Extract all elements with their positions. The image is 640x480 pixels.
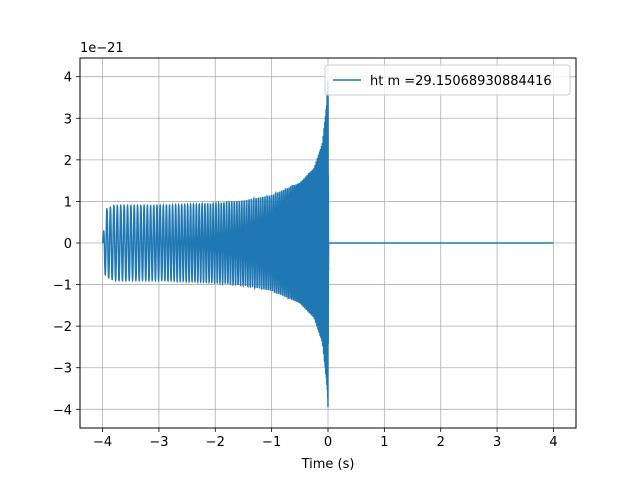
y-tick-label: 0: [64, 237, 72, 252]
y-tick-label: 3: [64, 112, 72, 127]
x-tick-label: 0: [324, 435, 332, 450]
x-tick-label: −4: [93, 435, 112, 450]
legend: ht m =29.15068930884416: [324, 64, 571, 96]
y-axis: −4 −3 −2 −1 0 1 2 3 4: [53, 71, 80, 418]
x-tick-label: −1: [262, 435, 281, 450]
x-tick-label: −3: [149, 435, 168, 450]
y-tick-label: −4: [53, 403, 72, 418]
x-axis-label: Time (s): [301, 457, 355, 472]
x-tick-label: 1: [380, 435, 388, 450]
x-tick-label: 4: [549, 435, 557, 450]
x-axis: −4 −3 −2 −1 0 1 2 3 4: [93, 428, 558, 450]
x-tick-label: 3: [493, 435, 501, 450]
plot-area: [101, 80, 554, 408]
legend-box: [324, 64, 571, 96]
x-tick-label: 2: [437, 435, 445, 450]
x-tick-label: −2: [206, 435, 225, 450]
series-line: [101, 80, 554, 408]
legend-entry-label: ht m =29.15068930884416: [370, 74, 552, 89]
y-tick-label: −2: [53, 320, 72, 335]
y-tick-label: 1: [64, 195, 72, 210]
y-tick-label: 4: [64, 71, 72, 86]
y-tick-label: −1: [53, 279, 72, 294]
y-tick-label: −3: [53, 362, 72, 377]
y-offset-label: 1e−21: [80, 41, 124, 56]
y-tick-label: 2: [64, 154, 72, 169]
